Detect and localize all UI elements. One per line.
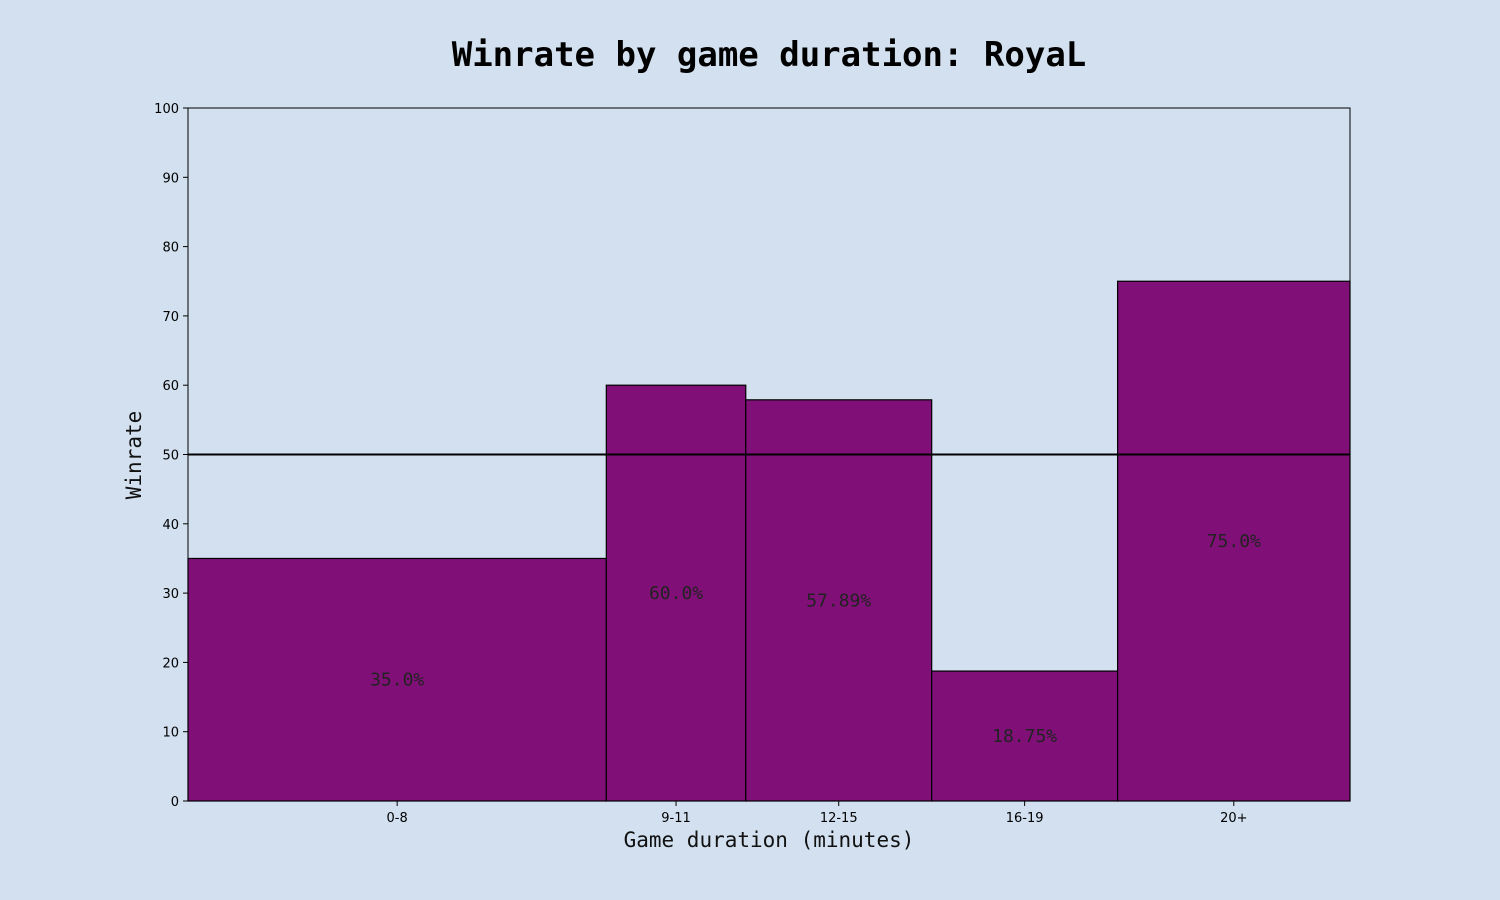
chart-title: Winrate by game duration: RoyaL [452,35,1087,75]
y-tick-label: 0 [171,795,179,810]
bar-20+ [1116,280,1351,802]
x-axis-label: Game duration (minutes) [624,828,915,852]
x-tick-label: 16-19 [1006,811,1044,826]
y-axis-label: Winrate [122,411,146,500]
data-label-16-19: 18.75% [992,726,1057,747]
x-tick-label: 0-8 [387,811,408,826]
data-label-0-8: 35.0% [370,670,424,691]
x-tick-label: 20+ [1220,811,1247,826]
y-tick-label: 40 [162,518,179,533]
data-label-9-11: 60.0% [649,583,703,604]
data-label-20+: 75.0% [1207,531,1261,552]
y-tick-label: 60 [162,379,179,394]
y-tick-label: 30 [162,587,179,602]
y-tick-label: 100 [154,102,179,117]
x-tick-label: 12-15 [820,811,858,826]
x-tick-label: 9-11 [661,811,691,826]
bar-16-19 [931,670,1119,802]
bar-12-15 [745,399,933,802]
data-labels: 35.0% 60.0% 57.89% 18.75% 75.0% [370,531,1261,747]
bar-0-8 [187,557,607,802]
y-tick-label: 10 [162,726,179,741]
y-tick-label: 70 [162,310,179,325]
y-axis-ticks: 0 10 20 30 40 50 60 70 80 90 100 [154,102,188,810]
data-label-12-15: 57.89% [806,590,871,611]
y-tick-label: 90 [162,171,179,186]
x-axis-ticks: 0-8 9-11 12-15 16-19 20+ [387,801,1248,826]
y-tick-label: 20 [162,656,179,671]
y-tick-label: 80 [162,241,179,256]
y-tick-label: 50 [162,449,179,464]
bars [187,280,1351,802]
